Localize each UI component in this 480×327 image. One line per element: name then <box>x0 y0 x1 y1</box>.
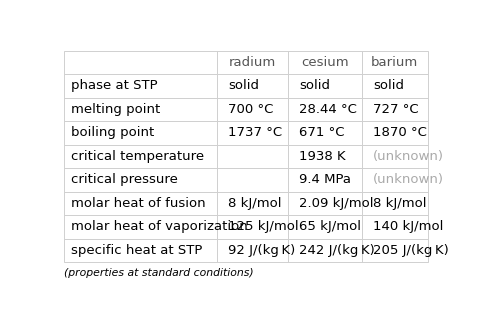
Bar <box>362 121 428 145</box>
Text: molar heat of vaporization: molar heat of vaporization <box>71 220 248 233</box>
Text: specific heat at STP: specific heat at STP <box>71 244 203 257</box>
Text: melting point: melting point <box>71 103 160 116</box>
Text: 92 J/(kg K): 92 J/(kg K) <box>228 244 295 257</box>
Text: solid: solid <box>299 79 330 92</box>
Text: (unknown): (unknown) <box>373 150 444 163</box>
Text: (unknown): (unknown) <box>373 173 444 186</box>
Bar <box>64 168 217 192</box>
Bar <box>64 74 217 97</box>
Text: 671 °C: 671 °C <box>299 126 345 139</box>
Bar <box>217 239 288 262</box>
Bar <box>362 239 428 262</box>
Bar <box>362 97 428 121</box>
Text: 8 kJ/mol: 8 kJ/mol <box>228 197 282 210</box>
Text: (properties at standard conditions): (properties at standard conditions) <box>64 268 254 278</box>
Text: 1938 K: 1938 K <box>299 150 346 163</box>
Bar <box>362 168 428 192</box>
Bar <box>288 215 362 239</box>
Bar <box>362 74 428 97</box>
Text: boiling point: boiling point <box>71 126 155 139</box>
Bar <box>362 145 428 168</box>
Bar <box>288 168 362 192</box>
Text: critical temperature: critical temperature <box>71 150 204 163</box>
Text: phase at STP: phase at STP <box>71 79 158 92</box>
Bar <box>217 121 288 145</box>
Text: 700 °C: 700 °C <box>228 103 274 116</box>
Text: 28.44 °C: 28.44 °C <box>299 103 357 116</box>
Text: barium: barium <box>371 56 419 69</box>
Bar <box>288 51 362 74</box>
Text: solid: solid <box>373 79 404 92</box>
Bar <box>217 51 288 74</box>
Text: critical pressure: critical pressure <box>71 173 178 186</box>
Text: 125 kJ/mol: 125 kJ/mol <box>228 220 299 233</box>
Text: 727 °C: 727 °C <box>373 103 419 116</box>
Bar <box>288 145 362 168</box>
Bar <box>64 121 217 145</box>
Bar <box>217 192 288 215</box>
Text: radium: radium <box>229 56 276 69</box>
Bar <box>64 215 217 239</box>
Bar <box>362 192 428 215</box>
Bar <box>288 192 362 215</box>
Text: 242 J/(kg K): 242 J/(kg K) <box>299 244 375 257</box>
Bar <box>217 97 288 121</box>
Bar <box>64 192 217 215</box>
Bar <box>288 97 362 121</box>
Bar <box>217 215 288 239</box>
Bar <box>362 51 428 74</box>
Text: 2.09 kJ/mol: 2.09 kJ/mol <box>299 197 373 210</box>
Text: cesium: cesium <box>301 56 349 69</box>
Bar <box>217 145 288 168</box>
Bar <box>64 145 217 168</box>
Text: 9.4 MPa: 9.4 MPa <box>299 173 351 186</box>
Text: 8 kJ/mol: 8 kJ/mol <box>373 197 427 210</box>
Bar <box>288 121 362 145</box>
Text: molar heat of fusion: molar heat of fusion <box>71 197 206 210</box>
Text: 140 kJ/mol: 140 kJ/mol <box>373 220 444 233</box>
Text: 1870 °C: 1870 °C <box>373 126 427 139</box>
Bar <box>64 97 217 121</box>
Bar <box>64 239 217 262</box>
Bar <box>217 74 288 97</box>
Text: 1737 °C: 1737 °C <box>228 126 282 139</box>
Bar <box>64 51 217 74</box>
Bar <box>288 239 362 262</box>
Bar <box>362 215 428 239</box>
Bar <box>217 168 288 192</box>
Text: 205 J/(kg K): 205 J/(kg K) <box>373 244 449 257</box>
Text: 65 kJ/mol: 65 kJ/mol <box>299 220 361 233</box>
Text: solid: solid <box>228 79 259 92</box>
Bar <box>288 74 362 97</box>
